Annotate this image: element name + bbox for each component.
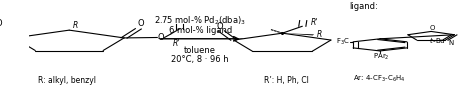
- Text: R’: H, Ph, Cl: R’: H, Ph, Cl: [264, 76, 309, 85]
- Text: R: R: [73, 21, 78, 30]
- Text: R: R: [317, 30, 322, 39]
- Text: 6 mol-% ligand: 6 mol-% ligand: [169, 26, 232, 35]
- Text: 20°C, 8 · 96 h: 20°C, 8 · 96 h: [172, 55, 229, 64]
- Text: O: O: [137, 19, 144, 29]
- Text: ligand:: ligand:: [349, 2, 378, 11]
- Text: PAr$_2$: PAr$_2$: [373, 52, 389, 62]
- Text: R': R': [173, 39, 180, 48]
- Text: O: O: [216, 22, 223, 31]
- Text: O: O: [429, 25, 435, 31]
- Text: toluene: toluene: [184, 46, 216, 55]
- Text: O: O: [0, 19, 2, 28]
- Text: R: alkyl, benzyl: R: alkyl, benzyl: [38, 76, 96, 85]
- Text: N: N: [448, 40, 454, 46]
- Text: R': R': [310, 18, 318, 27]
- Text: F$_3$C: F$_3$C: [336, 36, 349, 46]
- Text: 2.75 mol-% Pd$_2$(dba)$_3$: 2.75 mol-% Pd$_2$(dba)$_3$: [154, 14, 246, 27]
- Text: ··· $t$-Bu: ··· $t$-Bu: [421, 35, 446, 45]
- Text: O: O: [158, 33, 164, 42]
- Text: Ar: 4-CF$_3$-C$_6$H$_4$: Ar: 4-CF$_3$-C$_6$H$_4$: [354, 74, 406, 84]
- Polygon shape: [283, 33, 314, 35]
